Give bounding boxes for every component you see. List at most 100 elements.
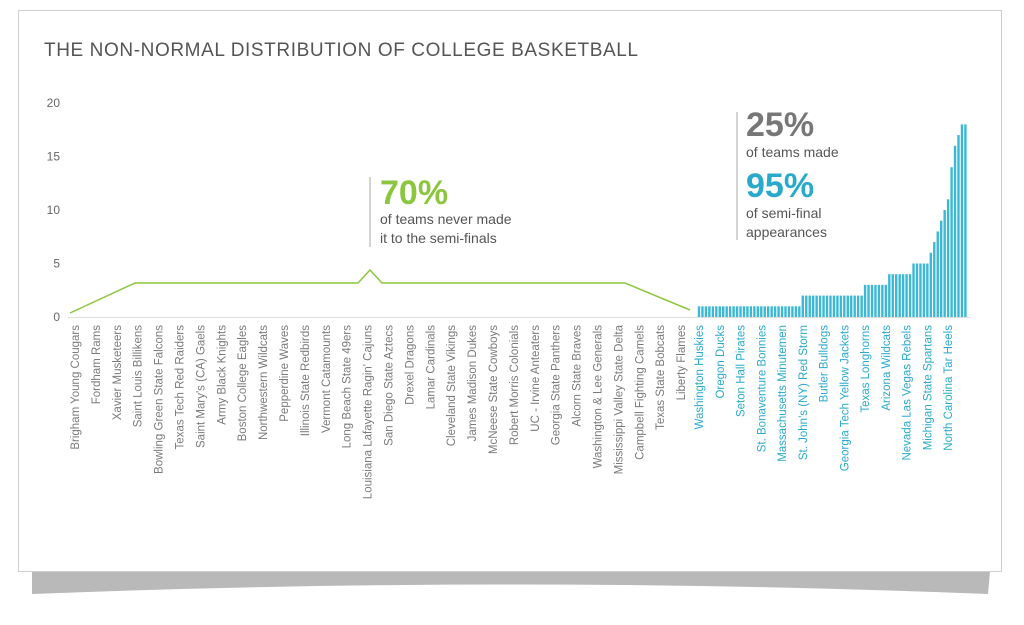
- x-tick-label: Alcorn State Braves: [572, 325, 584, 427]
- annotation-big: 95%: [746, 167, 814, 205]
- bar: [839, 295, 843, 317]
- x-tick-label: Washington & Lee Generals: [593, 325, 605, 469]
- bar: [715, 306, 718, 317]
- annotation-big: 25%: [746, 106, 814, 144]
- bracket: [69, 268, 691, 314]
- bar: [808, 295, 811, 317]
- bar: [735, 306, 739, 317]
- x-tick-label: Army Black Knights: [216, 325, 228, 425]
- bar: [901, 274, 905, 317]
- x-tick-label: Massachusetts Minutemen: [777, 325, 789, 462]
- bar: [798, 306, 801, 317]
- bar: [763, 306, 766, 317]
- x-tick-label: Texas Longhorns: [860, 325, 872, 413]
- x-tick-label: Robert Morris Colonials: [509, 325, 521, 445]
- bar: [964, 124, 967, 318]
- bar: [905, 274, 908, 317]
- bar: [746, 306, 749, 317]
- bar: [701, 306, 704, 317]
- bar: [780, 306, 784, 317]
- bar: [874, 284, 877, 317]
- bar: [829, 295, 832, 317]
- x-tick-label: Michigan State Spartans: [922, 325, 934, 451]
- bar: [818, 295, 822, 317]
- bar: [722, 306, 725, 317]
- bar: [825, 295, 829, 317]
- bar: [933, 242, 936, 317]
- x-tick-label: Texas Tech Red Raiders: [175, 325, 187, 450]
- bar: [957, 135, 960, 317]
- x-tick-label: McNeese State Cowboys: [488, 325, 500, 454]
- bar: [898, 274, 901, 317]
- annotation-text: of teams never made: [380, 211, 512, 227]
- x-tick-label: Texas State Bobcats: [655, 325, 667, 430]
- bar: [760, 306, 763, 317]
- bar: [856, 295, 860, 317]
- x-tick-label: Northwestern Wildcats: [258, 325, 270, 440]
- annotation-big: 70%: [380, 174, 448, 212]
- bar: [753, 306, 756, 317]
- bar: [777, 306, 780, 317]
- bar: [711, 306, 715, 317]
- bar: [891, 274, 894, 317]
- x-tick-label: Drexel Dragons: [404, 325, 416, 405]
- bar: [836, 295, 839, 317]
- x-tick-label: Liberty Flames: [676, 325, 688, 401]
- y-tick-label: 10: [47, 203, 61, 217]
- bar: [791, 306, 794, 317]
- x-tick-label: Georgia Tech Yellow Jackets: [839, 325, 851, 471]
- bar: [704, 306, 708, 317]
- x-tick-label: Nevada Las Vegas Rebels: [902, 325, 914, 461]
- bar: [805, 295, 808, 317]
- x-tick-label: North Carolina Tar Heels: [943, 325, 955, 451]
- x-tick-label: Lamar Cardinals: [425, 325, 437, 410]
- bar: [784, 306, 787, 317]
- bar: [895, 274, 898, 317]
- bar: [953, 145, 957, 317]
- bar: [846, 295, 849, 317]
- bar: [787, 306, 791, 317]
- bar: [877, 284, 881, 317]
- x-tick-label: Saint Mary's (CA) Gaels: [195, 325, 207, 448]
- bar: [867, 284, 870, 317]
- bar: [940, 220, 943, 317]
- bar: [815, 295, 818, 317]
- chart-title: THE NON-NORMAL DISTRIBUTION OF COLLEGE B…: [44, 40, 639, 61]
- bar: [870, 284, 874, 317]
- bar: [929, 252, 933, 317]
- x-tick-label: Butler Bulldogs: [819, 325, 831, 403]
- bar: [926, 263, 929, 317]
- x-tick-label: Bowling Green State Falcons: [154, 325, 166, 474]
- bar: [770, 306, 773, 317]
- y-tick-label: 15: [47, 150, 61, 164]
- x-tick-label: Saint Louis Billikens: [133, 325, 145, 428]
- y-tick-label: 5: [53, 257, 60, 271]
- bar: [728, 306, 732, 317]
- x-tick-label: Mississippi Valley State Delta: [613, 324, 625, 474]
- x-tick-label: Fordham Rams: [91, 325, 103, 404]
- x-tick-label: Pepperdine Waves: [279, 325, 291, 422]
- x-tick-label: Louisiana Lafayette Ragin' Cajuns: [363, 325, 375, 499]
- x-tick-label: Seton Hall Pirates: [736, 325, 748, 417]
- bar: [794, 306, 798, 317]
- x-tick-label: Xavier Musketeers: [112, 325, 124, 420]
- x-tick-label: Campbell Fighting Camels: [634, 325, 646, 460]
- bar: [936, 231, 939, 317]
- x-tick-label: Boston College Eagles: [237, 325, 249, 442]
- x-tick-label: St. Bonaventure Bonnies: [756, 325, 768, 452]
- bar: [915, 263, 919, 317]
- bar: [708, 306, 711, 317]
- bar: [773, 306, 777, 317]
- bar: [922, 263, 926, 317]
- card: [18, 10, 1002, 572]
- bar: [881, 284, 884, 317]
- bar: [718, 306, 721, 317]
- bar: [697, 306, 701, 317]
- x-tick-label: Oregon Ducks: [715, 325, 727, 399]
- bar: [725, 306, 728, 317]
- annotation-text: of semi-final: [746, 205, 821, 221]
- bar: [850, 295, 853, 317]
- bar: [946, 199, 950, 317]
- bar: [919, 263, 922, 317]
